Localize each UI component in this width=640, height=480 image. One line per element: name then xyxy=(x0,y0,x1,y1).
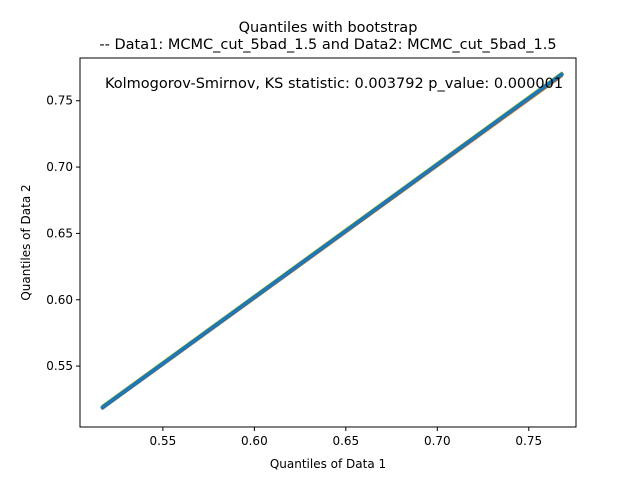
plot-area-frame xyxy=(79,57,577,428)
x-axis-label: Quantiles of Data 1 xyxy=(270,457,386,471)
series-layer xyxy=(100,71,564,410)
x-tick-label: 0.55 xyxy=(150,434,177,448)
y-tick-label: 0.55 xyxy=(46,359,73,373)
series-line-6 xyxy=(100,72,564,410)
y-tick-label: 0.65 xyxy=(46,226,73,240)
x-tick-label: 0.65 xyxy=(332,434,359,448)
ks-annotation: Kolmogorov-Smirnov, KS statistic: 0.0037… xyxy=(105,76,563,92)
chart-title-line1: Quantiles with bootstrap xyxy=(239,20,418,36)
x-tick-label: 0.75 xyxy=(515,434,542,448)
y-axis-label: Quantiles of Data 2 xyxy=(19,184,33,300)
y-tick-label: 0.75 xyxy=(46,94,73,108)
x-tick-label: 0.60 xyxy=(241,434,268,448)
y-tick-label: 0.60 xyxy=(46,293,73,307)
y-tick-label: 0.70 xyxy=(46,160,73,174)
x-tick-label: 0.70 xyxy=(424,434,451,448)
y-axis-ticks: 0.55 0.60 0.65 0.70 0.75 xyxy=(46,94,80,373)
chart-title-line2: -- Data1: MCMC_cut_5bad_1.5 and Data2: M… xyxy=(99,37,556,53)
x-axis-ticks: 0.55 0.60 0.65 0.70 0.75 xyxy=(150,427,542,448)
